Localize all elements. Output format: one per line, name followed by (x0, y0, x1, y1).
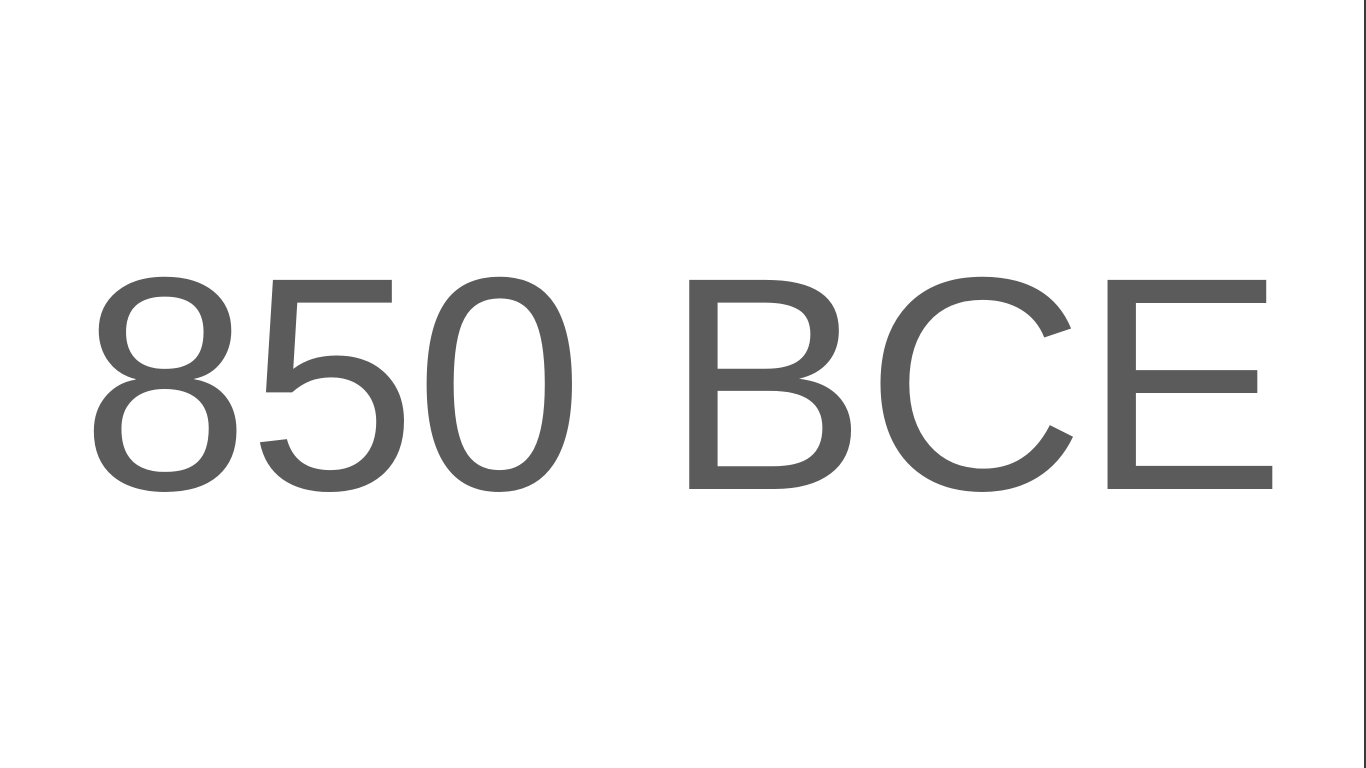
right-border-divider (1364, 0, 1366, 768)
